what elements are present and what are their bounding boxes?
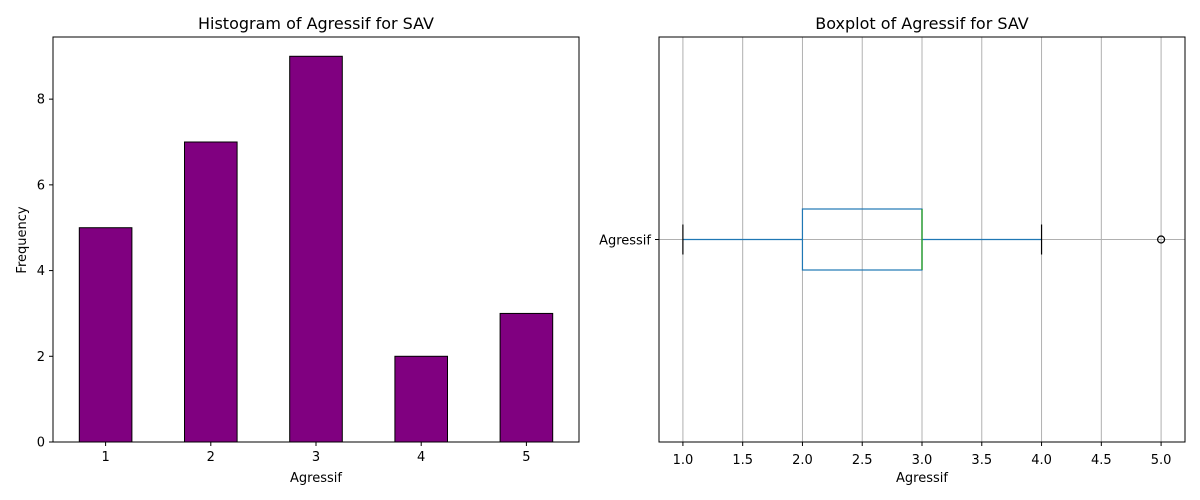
histogram-bar-4 (394, 355, 448, 443)
histogram-x-tick-label: 5 (522, 450, 530, 465)
histogram-y-tick-label: 8 (37, 93, 45, 108)
boxplot-y-tick-label: Agressif (599, 234, 651, 249)
boxplot-x-tick-label: 2.0 (792, 453, 813, 468)
histogram-y-tick-label: 4 (37, 264, 45, 279)
boxplot-x-tick-label: 1.5 (732, 453, 753, 468)
boxplot-chart: Boxplot of Agressif for SAV 1.0 1.5 2.0 2.5… (599, 14, 1186, 486)
boxplot-x-tick-label: 2.5 (852, 453, 873, 468)
boxplot-x-axis-label: Agressif (896, 471, 948, 486)
histogram-bar-2 (184, 141, 238, 443)
histogram-bar-1 (78, 227, 133, 443)
histogram-x-tick-label: 3 (312, 450, 320, 465)
boxplot-x-tick-label: 1.0 (673, 453, 694, 468)
histogram-x-axis-label: Agressif (290, 471, 342, 486)
boxplot-x-tick-label: 3.0 (912, 453, 933, 468)
boxplot-x-tick-label: 4.5 (1091, 453, 1112, 468)
histogram-x-tick-label: 4 (417, 450, 425, 465)
boxplot-x-tick-label: 5.0 (1151, 453, 1172, 468)
histogram-y-tick-label: 0 (37, 436, 45, 451)
histogram-y-tick-label: 6 (37, 178, 45, 193)
boxplot-x-tick-label: 4.0 (1031, 453, 1052, 468)
boxplot-x-tick-label: 3.5 (971, 453, 992, 468)
histogram-x-tick-label: 1 (101, 450, 109, 465)
histogram-chart: Histogram of Agressif for SAV 1 2 3 4 5 0 2 4 6… (15, 14, 580, 486)
histogram-y-axis-label: Frequency (15, 206, 30, 273)
boxplot-outlier (1156, 235, 1166, 244)
histogram-bar-5 (499, 312, 554, 443)
histogram-y-tick-label: 2 (37, 350, 45, 365)
histogram-title: Histogram of Agressif for SAV (198, 14, 434, 33)
histogram-bar-3 (289, 55, 343, 443)
boxplot-title: Boxplot of Agressif for SAV (815, 14, 1028, 33)
histogram-x-tick-label: 2 (207, 450, 215, 465)
